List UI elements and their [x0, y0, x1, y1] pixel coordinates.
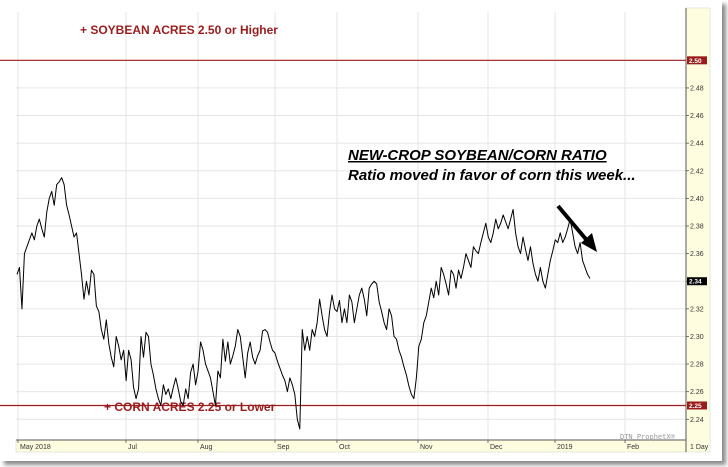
y-tick-label: 2.40 [690, 196, 704, 203]
x-tick-label: Aug [200, 444, 213, 451]
x-tick-label: Oct [339, 444, 350, 451]
x-tick-label: 2019 [557, 444, 573, 451]
grid-layer [16, 12, 686, 440]
y-tick-label: 2.38 [690, 224, 704, 231]
y-tick-label: 2.24 [690, 417, 704, 424]
trend-arrow [556, 204, 597, 252]
axis-layer: 2.24 2.26 2.28 2.30 2.32 2.34 2.36 2.38 2.40 2.42… [15, 7, 711, 453]
watermark: DTN ProphetX® [620, 433, 676, 441]
ratio-chart: + SOYBEAN ACRES 2.50 or Higher + CORN ACR… [0, 7, 711, 453]
series-layer [16, 177, 591, 430]
ratio-series-line [16, 177, 591, 430]
trend-arrow-head [581, 233, 597, 252]
x-tick-label: May 2018 [20, 444, 51, 451]
x-tick-label: Dec [490, 444, 503, 451]
last-value-tag [687, 277, 707, 286]
y-tick-label: 2.32 [690, 306, 704, 313]
reference-price-tag-text: 2.50 [689, 58, 702, 65]
reference-price-tag [687, 56, 707, 65]
y-tick-label: 2.44 [690, 141, 704, 148]
x-axis-strip [15, 439, 687, 453]
reference-line-label: + SOYBEAN ACRES 2.50 or Higher [80, 23, 278, 37]
y-tick-label: 2.36 [690, 251, 704, 258]
y-tick-label: 2.28 [690, 362, 704, 369]
y-tick-label: 2.42 [690, 168, 704, 175]
y-axis-strip [685, 7, 711, 453]
y-tick-label: 2.46 [690, 113, 704, 120]
y-tick-label: 2.48 [690, 85, 704, 92]
reference-price-tag-text: 2.25 [689, 403, 702, 410]
x-tick-label: Feb [627, 444, 639, 451]
x-tick-label: Jul [128, 444, 137, 451]
reference-price-tag [687, 401, 707, 410]
reference-lines: + SOYBEAN ACRES 2.50 or Higher + CORN ACR… [0, 23, 686, 414]
x-tick-label: Nov [420, 444, 433, 451]
x-tick-label: Sep [277, 444, 290, 451]
annotation-subtitle: Ratio moved in favor of corn this week..… [348, 167, 636, 184]
y-tick-label: 2.26 [690, 389, 704, 396]
trend-arrow-shaft [556, 204, 592, 246]
chart-frame: + SOYBEAN ACRES 2.50 or Higher + CORN ACR… [0, 7, 711, 453]
y-tick-label: 2.30 [690, 334, 704, 341]
x-tick-label: 1 Day [690, 444, 709, 451]
reference-line-label: + CORN ACRES 2.25 or Lower [104, 400, 276, 414]
annotation-title: NEW-CROP SOYBEAN/CORN RATIO [348, 147, 607, 164]
last-value-tag-text: 2.34 [689, 279, 702, 286]
